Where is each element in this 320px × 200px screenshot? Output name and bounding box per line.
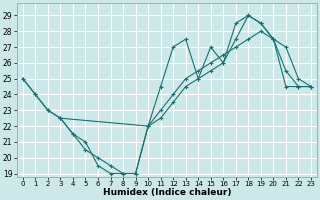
X-axis label: Humidex (Indice chaleur): Humidex (Indice chaleur): [103, 188, 231, 197]
